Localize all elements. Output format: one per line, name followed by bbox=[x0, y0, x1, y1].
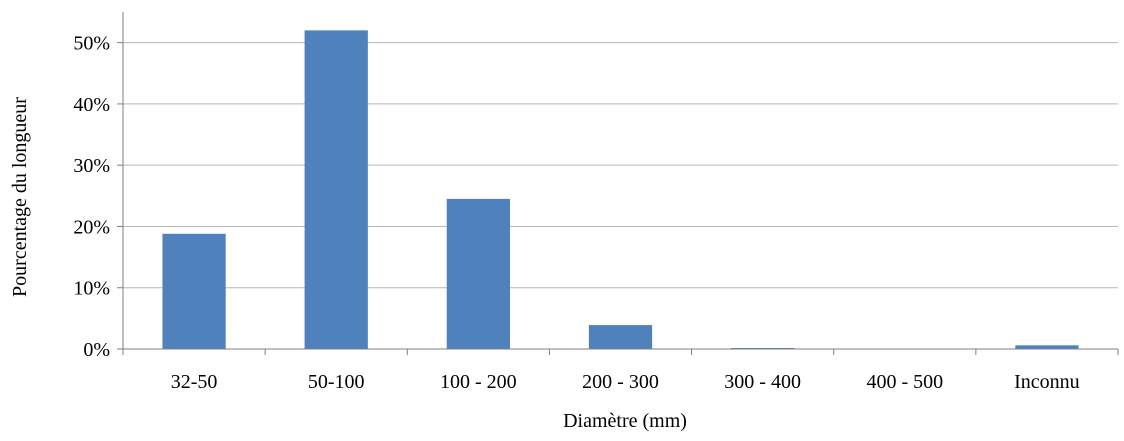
y-tick-label: 20% bbox=[73, 216, 110, 238]
x-axis-title: Diamètre (mm) bbox=[563, 410, 687, 432]
y-tick-label: 50% bbox=[73, 33, 110, 55]
y-axis-title: Pourcentage du longueur bbox=[9, 97, 31, 297]
y-tick-label: 30% bbox=[73, 155, 110, 177]
x-tick-label: 32-50 bbox=[171, 371, 218, 393]
bar bbox=[446, 198, 510, 349]
bar bbox=[162, 233, 226, 349]
x-tick-label: Inconnu bbox=[1014, 371, 1080, 393]
x-tick-label: 50-100 bbox=[308, 371, 365, 393]
bar bbox=[1015, 345, 1079, 349]
x-axis-ticks: 32-50 50-100 100 - 200 200 - 300 300 - 400 40… bbox=[122, 349, 1119, 393]
bars bbox=[162, 30, 1079, 350]
x-tick-label: 200 - 300 bbox=[582, 371, 659, 393]
x-tick-label: 400 - 500 bbox=[866, 371, 943, 393]
y-tick-label: 10% bbox=[73, 278, 110, 300]
gridlines bbox=[123, 42, 1118, 289]
y-axis-ticks: 0% 10% 20% 30% 40% 50% bbox=[73, 33, 123, 361]
x-tick-label: 300 - 400 bbox=[724, 371, 801, 393]
x-tick-label: 100 - 200 bbox=[440, 371, 517, 393]
y-tick-label: 0% bbox=[83, 339, 110, 361]
bar bbox=[304, 30, 368, 350]
axes bbox=[122, 12, 1118, 350]
y-tick-label: 40% bbox=[73, 94, 110, 116]
bar bbox=[588, 325, 653, 349]
